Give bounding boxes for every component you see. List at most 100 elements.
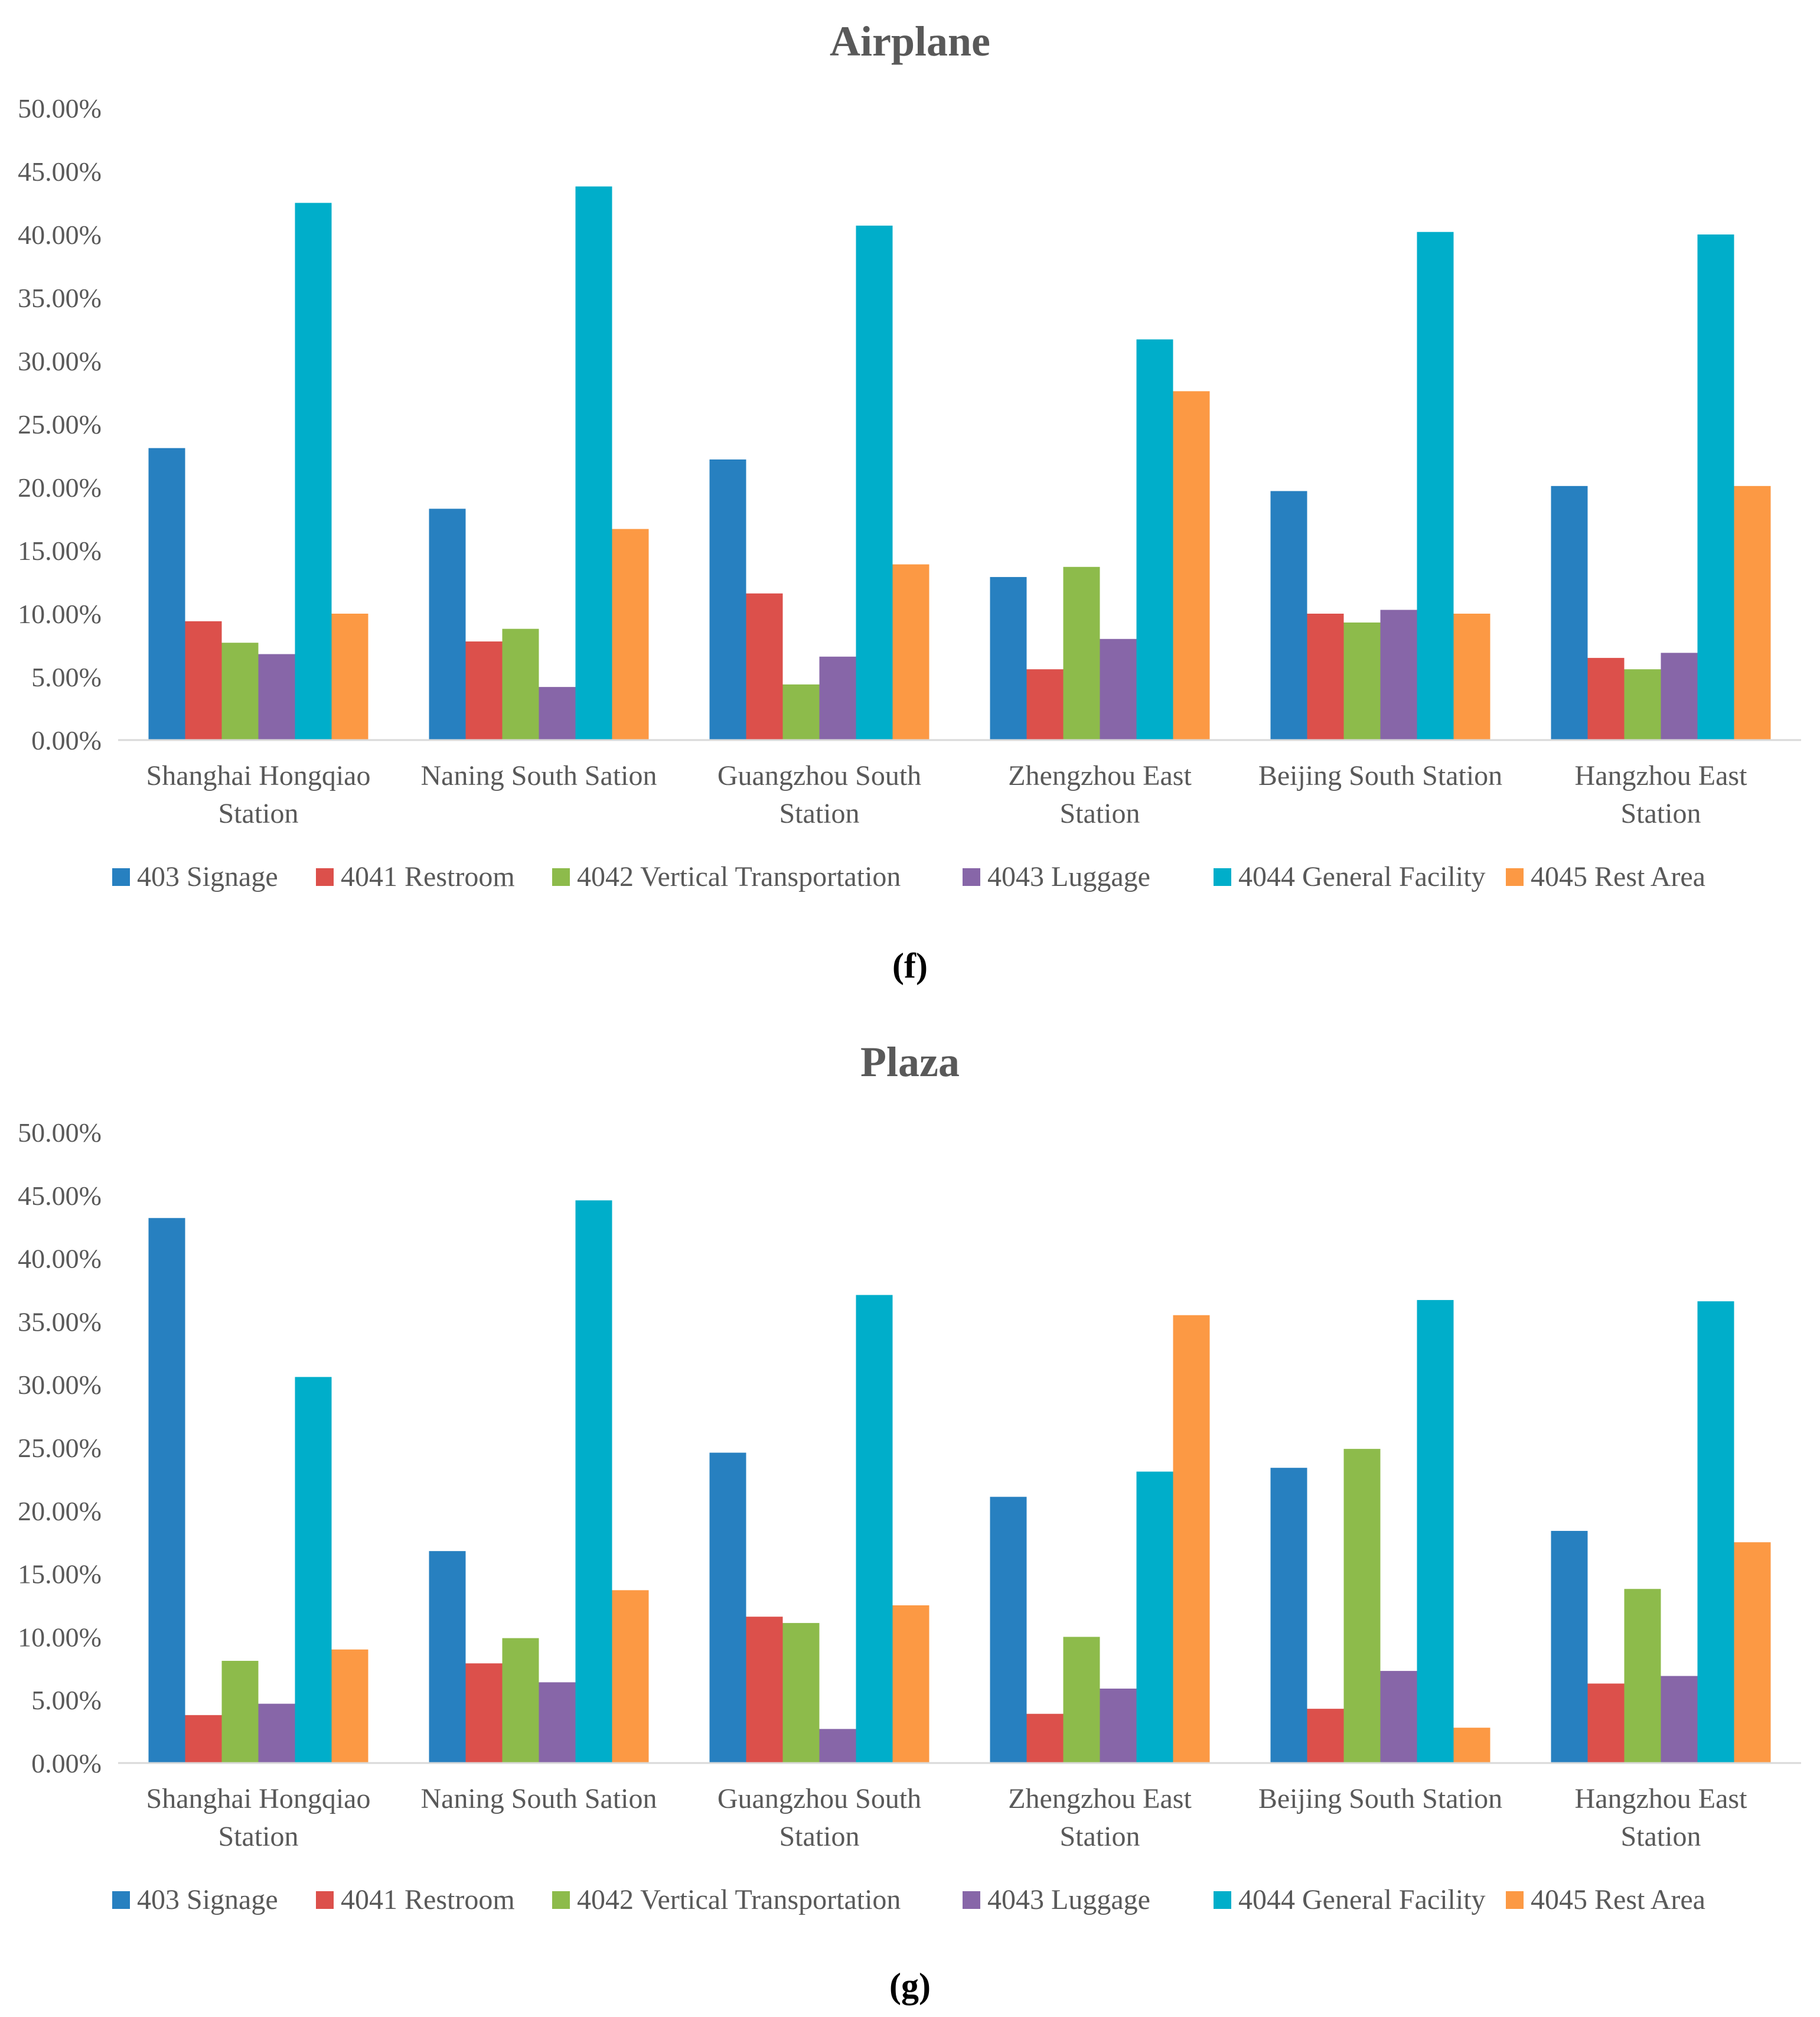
bar	[1587, 1683, 1625, 1763]
y-tick-label: 5.00%	[31, 662, 102, 692]
bar	[1417, 232, 1454, 741]
bar	[465, 641, 503, 740]
bar	[1307, 1709, 1344, 1763]
bar	[1624, 669, 1661, 740]
legend-label: 4041 Restroom	[341, 1884, 515, 1915]
y-axis-ticks: 0.00% 5.00% 10.00% 15.00% 20.00% 25.00% 30.00%…	[18, 93, 102, 755]
y-tick-label: 40.00%	[18, 1244, 102, 1274]
bar	[709, 1452, 746, 1763]
legend-swatch	[552, 868, 570, 886]
y-tick-label: 20.00%	[18, 1496, 102, 1526]
bar	[331, 1649, 368, 1763]
bar	[429, 509, 466, 740]
bar	[1624, 1589, 1661, 1763]
chart-title: Airplane	[830, 18, 990, 65]
chart-caption: (g)	[889, 1966, 931, 2005]
legend: 403 Signage 4041 Restroom 4042 Vertical Tr…	[112, 861, 1705, 892]
legend-label: 4044 General Facility	[1238, 861, 1486, 892]
x-category-label: Zhengzhou East	[1008, 760, 1192, 791]
bar	[1453, 614, 1490, 740]
bar	[746, 1617, 783, 1763]
x-category-label: Naning South Sation	[420, 1783, 657, 1814]
legend-label: 403 Signage	[137, 861, 278, 892]
bar	[1380, 610, 1417, 740]
bar	[258, 654, 295, 740]
bar	[148, 448, 185, 740]
bar	[892, 1605, 929, 1763]
bar	[295, 203, 332, 740]
legend-swatch	[316, 868, 334, 886]
bar	[295, 1377, 332, 1763]
chart-airplane: Airplane 0.00% 5.00% 10.00% 15.00% 20.00% 25.…	[18, 18, 1801, 985]
legend-swatch	[112, 868, 130, 886]
bar	[1343, 622, 1381, 740]
bar	[1697, 1301, 1734, 1763]
bars	[148, 1200, 1771, 1763]
bar	[990, 1497, 1027, 1763]
bar	[1587, 657, 1625, 740]
x-category-label: Station	[779, 798, 859, 829]
y-tick-label: 25.00%	[18, 1433, 102, 1463]
legend-swatch	[316, 1891, 334, 1909]
bar	[1173, 1315, 1210, 1763]
bar	[990, 576, 1027, 740]
y-tick-label: 15.00%	[18, 536, 102, 566]
bar	[1734, 1542, 1771, 1763]
bar	[221, 1660, 259, 1763]
bar	[1697, 234, 1734, 740]
bar	[1063, 566, 1100, 740]
y-tick-label: 5.00%	[31, 1685, 102, 1715]
x-category-label: Guangzhou South	[717, 1783, 921, 1814]
bars	[148, 186, 1771, 741]
x-category-label: Station	[779, 1821, 859, 1852]
bar	[429, 1551, 466, 1763]
y-tick-label: 25.00%	[18, 409, 102, 439]
bar	[258, 1703, 295, 1763]
bar	[1661, 1676, 1698, 1763]
bar	[575, 186, 612, 740]
bar	[539, 687, 576, 740]
bar	[185, 1715, 222, 1763]
x-category-label: Hangzhou East	[1575, 1783, 1748, 1814]
y-tick-label: 0.00%	[31, 725, 102, 755]
y-tick-label: 15.00%	[18, 1559, 102, 1589]
x-axis-categories: Shanghai Hongqiao Station Naning South Sat…	[146, 760, 1748, 829]
y-axis-ticks: 0.00% 5.00% 10.00% 15.00% 20.00% 25.00% 30.00%…	[18, 1117, 102, 1778]
bar	[1173, 391, 1210, 740]
legend-label: 4041 Restroom	[341, 861, 515, 892]
x-axis-categories: Shanghai Hongqiao Station Naning South Sat…	[146, 1783, 1748, 1852]
y-tick-label: 10.00%	[18, 599, 102, 629]
x-category-label: Beijing South Station	[1258, 760, 1502, 791]
x-category-label: Shanghai Hongqiao	[146, 760, 371, 791]
bar	[331, 614, 368, 740]
y-tick-label: 30.00%	[18, 1370, 102, 1400]
y-tick-label: 10.00%	[18, 1622, 102, 1652]
x-category-label: Shanghai Hongqiao	[146, 1783, 371, 1814]
x-category-label: Station	[1620, 1821, 1701, 1852]
legend-label: 4042 Vertical Transportation	[577, 1884, 901, 1915]
bar	[465, 1663, 503, 1763]
bar	[502, 628, 539, 740]
chart-plaza: Plaza 0.00% 5.00% 10.00% 15.00% 20.00% 25.00%…	[18, 1038, 1801, 2005]
bar	[1270, 491, 1307, 740]
legend-swatch	[1506, 868, 1524, 886]
y-tick-label: 40.00%	[18, 220, 102, 250]
x-category-label: Naning South Sation	[420, 760, 657, 791]
legend-label: 4045 Rest Area	[1531, 861, 1705, 892]
bar	[819, 1729, 856, 1763]
bar	[1307, 614, 1344, 740]
legend-label: 4045 Rest Area	[1531, 1884, 1705, 1915]
x-category-label: Station	[218, 1821, 298, 1852]
legend-swatch	[112, 1891, 130, 1909]
bar	[612, 1590, 649, 1763]
chart-title: Plaza	[860, 1038, 960, 1086]
bar	[1661, 653, 1698, 740]
bar	[1551, 485, 1588, 740]
bar	[819, 656, 856, 740]
bar	[1380, 1671, 1417, 1763]
bar	[856, 1295, 893, 1763]
y-tick-label: 30.00%	[18, 346, 102, 376]
bar	[1136, 1471, 1173, 1763]
bar	[1100, 1688, 1137, 1763]
